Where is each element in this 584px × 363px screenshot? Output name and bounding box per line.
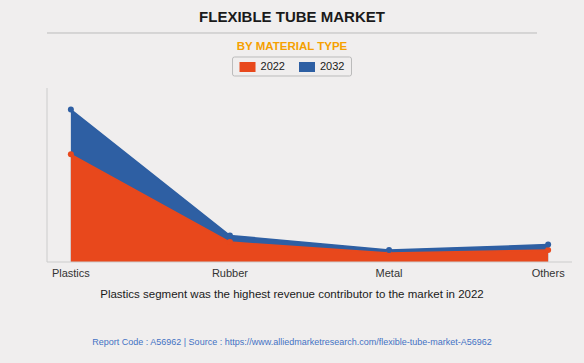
chart: FLEXIBLE TUBE MARKET BY MATERIAL TYPE Plas…: [0, 0, 584, 363]
x-tick-label: Metal: [376, 267, 403, 279]
marker: [545, 242, 551, 248]
subtitle: BY MATERIAL TYPE: [237, 40, 348, 52]
marker: [386, 247, 392, 253]
legend-label: 2022: [261, 60, 285, 72]
x-tick-label: Rubber: [212, 267, 248, 279]
area: [71, 110, 548, 262]
marker: [227, 232, 233, 238]
y-axis-line: [47, 88, 48, 262]
legend-swatch: [299, 62, 315, 72]
background: [0, 0, 584, 363]
x-tick-label: Others: [532, 267, 566, 279]
marker: [227, 239, 233, 245]
x-tick-label: Plastics: [52, 267, 90, 279]
marker: [545, 247, 551, 253]
line: [71, 154, 548, 253]
line: [71, 110, 548, 251]
marker: [68, 151, 74, 157]
legend-swatch: [240, 62, 256, 72]
footer: Plastics segment was the highest revenue…: [100, 288, 484, 300]
area: [71, 154, 548, 262]
legend-box: [233, 57, 352, 76]
legend: 2022 2032: [233, 57, 352, 76]
plot: [68, 107, 551, 262]
source: Report Code : A56962 | Source : https://…: [92, 337, 492, 347]
legend-label: 2032: [320, 60, 344, 72]
separator: [47, 33, 537, 34]
x-axis-line: [47, 262, 572, 263]
title: FLEXIBLE TUBE MARKET: [199, 8, 385, 25]
marker: [68, 107, 74, 113]
